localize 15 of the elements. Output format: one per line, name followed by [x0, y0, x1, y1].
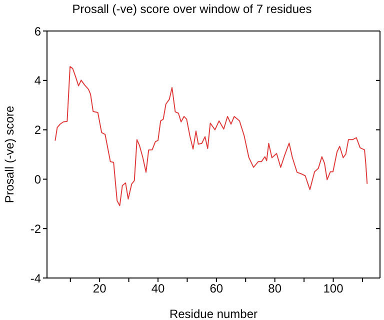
y-tick-label: 4	[34, 74, 42, 88]
y-tick-label: -4	[30, 271, 42, 286]
y-tick-label: 6	[34, 24, 42, 38]
x-tick-label: 100	[323, 282, 344, 296]
y-tick-label: 0	[34, 172, 42, 186]
x-tick-label: 40	[151, 282, 165, 296]
x-tick-label: 60	[210, 282, 224, 296]
line-series	[54, 66, 368, 206]
x-tick-label: 20	[92, 282, 107, 296]
y-tick-label: -2	[30, 222, 42, 236]
x-axis-title: Residue number	[169, 307, 258, 320]
chart-title: Prosall (-ve) score over window of 7 residues	[71, 2, 313, 16]
y-axis-title: Prosall (-ve) score	[2, 106, 16, 204]
y-tick-label: 2	[34, 123, 42, 138]
x-tick-label: 80	[268, 282, 282, 296]
